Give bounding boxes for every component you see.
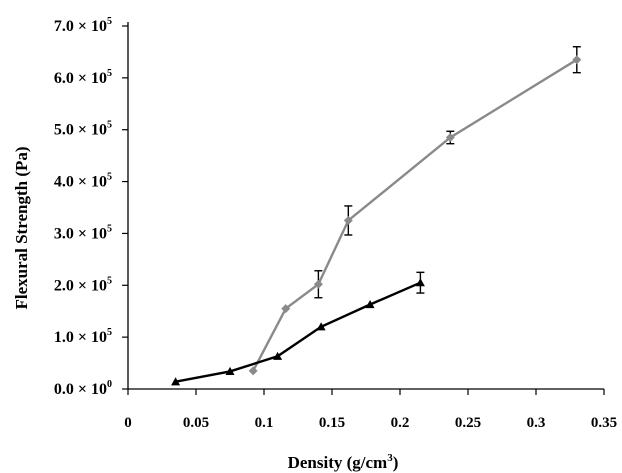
y-tick-mantissa: 6.0 × 10 bbox=[54, 70, 107, 87]
series-group bbox=[171, 46, 582, 386]
x-axis-label: Density (g/cm3) bbox=[288, 452, 399, 472]
data-point-1-5 bbox=[415, 278, 425, 287]
y-tick-label-6: 6.0 × 105 bbox=[54, 68, 112, 87]
y-tick-label-3: 3.0 × 105 bbox=[54, 223, 112, 242]
y-tick-exponent: 5 bbox=[107, 120, 112, 131]
y-tick-mantissa: 4.0 × 10 bbox=[54, 174, 107, 191]
y-tick-label-5: 5.0 × 105 bbox=[54, 120, 112, 139]
data-point-0-1 bbox=[281, 304, 291, 314]
x-tick-label-5: 0.25 bbox=[455, 415, 481, 431]
y-tick-mantissa: 5.0 × 10 bbox=[54, 122, 107, 139]
series-1 bbox=[171, 271, 425, 386]
x-axis-label-end: ) bbox=[393, 453, 399, 472]
data-point-1-1 bbox=[225, 366, 235, 375]
data-point-1-4 bbox=[365, 299, 375, 309]
x-tick-label-3: 0.15 bbox=[319, 415, 345, 431]
series-line-1 bbox=[175, 281, 421, 383]
data-point-0-2 bbox=[313, 279, 323, 289]
y-tick-mantissa: 1.0 × 10 bbox=[54, 329, 107, 346]
y-tick-label-4: 4.0 × 105 bbox=[54, 172, 112, 191]
data-point-1-3 bbox=[316, 322, 326, 331]
y-tick-exponent: 5 bbox=[107, 172, 112, 183]
data-point-0-5 bbox=[572, 55, 582, 65]
data-point-0-4 bbox=[445, 132, 455, 142]
y-tick-label-7: 7.0 × 105 bbox=[54, 16, 112, 35]
y-tick-label-0: 0.0 × 100 bbox=[54, 379, 112, 398]
x-tick-label-2: 0.1 bbox=[255, 415, 274, 431]
y-tick-mantissa: 2.0 × 10 bbox=[54, 277, 107, 294]
x-tick-label-6: 0.3 bbox=[527, 415, 546, 431]
x-tick-label-4: 0.2 bbox=[391, 415, 410, 431]
series-line-0 bbox=[252, 58, 578, 372]
x-tick-labels: 0 0.05 0.1 0.15 0.2 0.25 0.3 0.35 bbox=[124, 415, 617, 431]
y-tick-exponent: 5 bbox=[107, 275, 112, 286]
data-point-0-0 bbox=[248, 366, 258, 376]
y-tick-exponent: 0 bbox=[107, 379, 112, 390]
x-axis-label-sup: 3 bbox=[387, 452, 393, 464]
y-tick-label-2: 2.0 × 105 bbox=[54, 275, 112, 294]
data-point-1-2 bbox=[273, 351, 283, 360]
y-tick-mantissa: 3.0 × 10 bbox=[54, 225, 107, 242]
y-axis-label: Flexural Strength (Pa) bbox=[12, 146, 31, 309]
x-tick-label-1: 0.05 bbox=[183, 415, 209, 431]
y-tick-exponent: 5 bbox=[107, 68, 112, 79]
data-point-0-3 bbox=[343, 215, 353, 225]
series-0 bbox=[248, 46, 582, 376]
y-tick-exponent: 5 bbox=[107, 223, 112, 234]
y-tick-mantissa: 7.0 × 10 bbox=[54, 18, 107, 35]
y-tick-exponent: 5 bbox=[107, 16, 112, 27]
x-tick-label-0: 0 bbox=[124, 415, 132, 431]
y-tick-label-1: 1.0 × 105 bbox=[54, 327, 112, 346]
data-point-1-0 bbox=[171, 377, 181, 386]
y-tick-exponent: 5 bbox=[107, 327, 112, 338]
x-axis-label-main: Density (g/cm bbox=[288, 453, 388, 472]
axes bbox=[122, 22, 605, 395]
x-tick-label-7: 0.35 bbox=[591, 415, 617, 431]
y-tick-mantissa: 0.0 × 10 bbox=[54, 381, 107, 398]
